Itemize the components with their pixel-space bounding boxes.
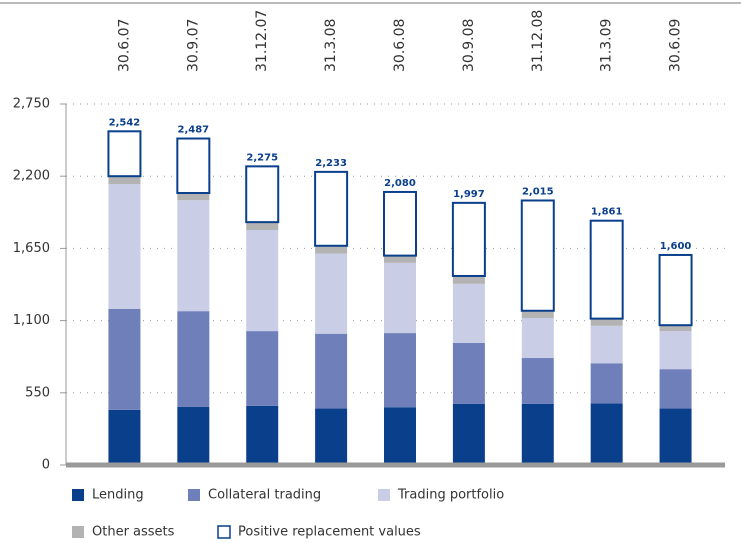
bar-segment xyxy=(314,170,349,247)
bar-segment xyxy=(177,311,210,407)
total-label: 2,233 xyxy=(315,158,347,169)
bar-segment xyxy=(383,190,417,257)
x-tick-label: 31.12.07 xyxy=(254,10,270,72)
legend-label: Lending xyxy=(92,488,144,503)
legend-swatch xyxy=(217,525,231,539)
bar-segment xyxy=(315,408,348,465)
bar-segment xyxy=(384,333,416,408)
bar-segment xyxy=(246,405,279,465)
bar-segment xyxy=(452,403,485,465)
bar-segment xyxy=(521,310,554,318)
legend-swatch xyxy=(72,489,84,501)
x-tick-label: 30.6.08 xyxy=(392,19,408,72)
legend-label: Collateral trading xyxy=(208,488,321,503)
y-tick-label: 1,100 xyxy=(13,313,50,328)
bar-segment xyxy=(521,317,554,359)
total-label: 1,997 xyxy=(453,189,485,200)
bar-segment xyxy=(590,325,623,364)
total-label: 2,487 xyxy=(178,125,210,136)
x-tick-label: 31.12.08 xyxy=(530,10,546,72)
total-label: 2,275 xyxy=(246,152,278,163)
legend-swatch xyxy=(378,489,390,501)
bar-segment xyxy=(658,253,693,327)
bar-segment xyxy=(108,184,141,309)
x-tick-label: 30.6.09 xyxy=(668,19,684,72)
bar-segment xyxy=(452,342,485,404)
bar-segment xyxy=(384,407,416,465)
bar-segment xyxy=(521,403,554,465)
bar-segment xyxy=(246,331,279,406)
x-tick-label: 31.3.09 xyxy=(599,19,615,72)
total-label: 2,080 xyxy=(384,178,416,189)
bar-segment xyxy=(315,333,348,409)
legend-label: Positive replacement values xyxy=(238,525,421,540)
x-tick-label: 30.6.07 xyxy=(116,19,132,72)
y-tick-label: 0 xyxy=(42,458,50,473)
bar-segment xyxy=(107,130,142,178)
bar-segment xyxy=(590,403,623,465)
bar-segment xyxy=(589,219,624,320)
bar-segment xyxy=(108,409,141,465)
bar-segment xyxy=(108,176,141,185)
y-tick-label: 2,200 xyxy=(13,169,50,184)
bar-segment xyxy=(520,199,555,312)
bar-segment xyxy=(384,255,416,263)
bar-segment xyxy=(590,363,623,404)
bar-segment xyxy=(659,331,692,370)
bar-segment xyxy=(452,275,485,284)
bar-segment xyxy=(176,137,211,195)
bar-segment xyxy=(108,308,141,410)
y-tick-label: 550 xyxy=(25,385,50,400)
total-label: 2,542 xyxy=(109,117,141,128)
bar-segment xyxy=(246,222,279,231)
bar-segment xyxy=(452,283,485,343)
bar-segment xyxy=(245,165,280,224)
bar-segment xyxy=(590,318,623,326)
x-tick-label: 31.3.08 xyxy=(323,19,339,72)
legend-swatch xyxy=(72,526,84,538)
total-label: 2,015 xyxy=(522,186,554,197)
bar-segment xyxy=(521,358,554,404)
total-label: 1,600 xyxy=(660,241,692,252)
y-tick-label: 2,750 xyxy=(13,97,50,112)
bar-segment xyxy=(177,406,210,465)
bar-segment xyxy=(246,230,279,332)
legend-label: Other assets xyxy=(92,525,175,540)
bar-segment xyxy=(384,262,416,334)
bar-segment xyxy=(659,325,692,332)
x-tick-label: 30.9.08 xyxy=(461,19,477,72)
bar-segment xyxy=(315,245,348,254)
bar-segment xyxy=(315,253,348,334)
bar-segment xyxy=(659,369,692,409)
bar-segment xyxy=(659,408,692,465)
bar-segment xyxy=(177,193,210,201)
legend-label: Trading portfolio xyxy=(397,488,504,503)
bar-segment xyxy=(451,201,486,277)
y-tick-label: 1,650 xyxy=(13,241,50,256)
legend-swatch xyxy=(188,489,200,501)
total-label: 1,861 xyxy=(591,207,623,218)
x-tick-label: 30.9.07 xyxy=(185,19,201,72)
bar-segment xyxy=(177,200,210,312)
